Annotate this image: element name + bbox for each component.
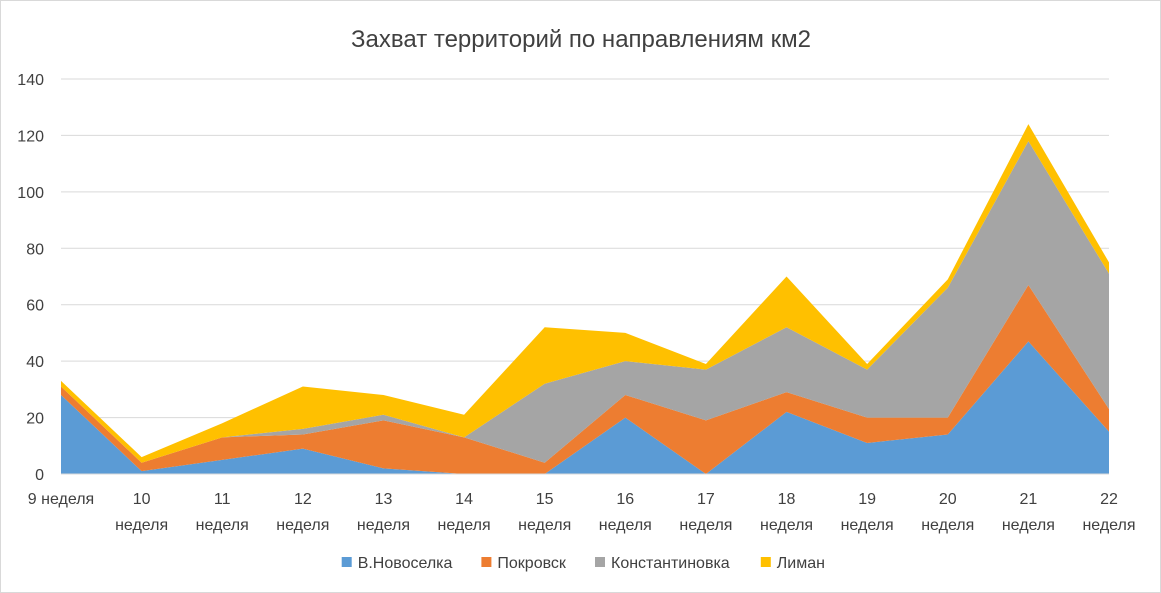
x-tick-label: 22 — [1100, 491, 1118, 508]
y-tick-label: 120 — [17, 128, 44, 145]
legend-label: В.Новоселка — [358, 555, 453, 572]
x-tick-label: неделя — [357, 517, 410, 534]
legend-swatch — [341, 557, 352, 567]
x-tick-label: неделя — [1002, 517, 1055, 534]
x-tick-label: 19 — [858, 491, 876, 508]
y-tick-label: 60 — [26, 298, 44, 315]
x-tick-label: неделя — [115, 517, 168, 534]
x-tick-label: 13 — [375, 491, 393, 508]
x-tick-label: неделя — [599, 517, 652, 534]
axes: 0 20 40 60 80 100 120 140 9 неделя 10 неделя 11 неде… — [17, 72, 1135, 534]
x-tick-label: 18 — [778, 491, 796, 508]
x-tick-label: неделя — [518, 517, 571, 534]
y-tick-label: 40 — [26, 354, 44, 371]
x-tick-label: неделя — [1082, 517, 1135, 534]
x-tick-label: неделя — [760, 517, 813, 534]
series-areas — [61, 124, 1109, 474]
x-tick-label: неделя — [921, 517, 974, 534]
series-area — [61, 284, 1109, 474]
x-tick-label: неделя — [841, 517, 894, 534]
legend: В.Новоселка Покровск Константиновка Лиман — [341, 555, 825, 572]
x-tick-label: 20 — [939, 491, 957, 508]
x-tick-label: 12 — [294, 491, 312, 508]
x-tick-label: неделя — [276, 517, 329, 534]
legend-swatch — [481, 557, 492, 567]
legend-label: Лиман — [777, 555, 825, 572]
y-tick-label: 80 — [26, 241, 44, 258]
legend-label: Покровск — [497, 555, 567, 572]
x-tick-label: 17 — [697, 491, 715, 508]
y-tick-label: 100 — [17, 185, 44, 202]
x-tick-label: 9 неделя — [28, 491, 94, 508]
legend-swatch — [760, 557, 771, 567]
y-tick-label: 20 — [26, 411, 44, 428]
x-tick-label: 16 — [616, 491, 634, 508]
x-tick-label: 21 — [1019, 491, 1037, 508]
legend-label: Константиновка — [611, 555, 730, 572]
x-tick-label: неделя — [196, 517, 249, 534]
x-tick-label: 10 — [133, 491, 151, 508]
x-tick-label: неделя — [438, 517, 491, 534]
series-area — [61, 141, 1109, 463]
x-tick-label: неделя — [679, 517, 732, 534]
y-tick-label: 0 — [35, 467, 44, 484]
y-tick-label: 140 — [17, 72, 44, 89]
chart-title: Захват территорий по направлениям км2 — [351, 26, 811, 53]
x-tick-label: 14 — [455, 491, 473, 508]
x-tick-label: 11 — [214, 491, 231, 508]
legend-swatch — [595, 557, 605, 567]
x-tick-label: 15 — [536, 491, 554, 508]
series-area — [61, 341, 1109, 474]
gridlines — [61, 78, 1109, 419]
